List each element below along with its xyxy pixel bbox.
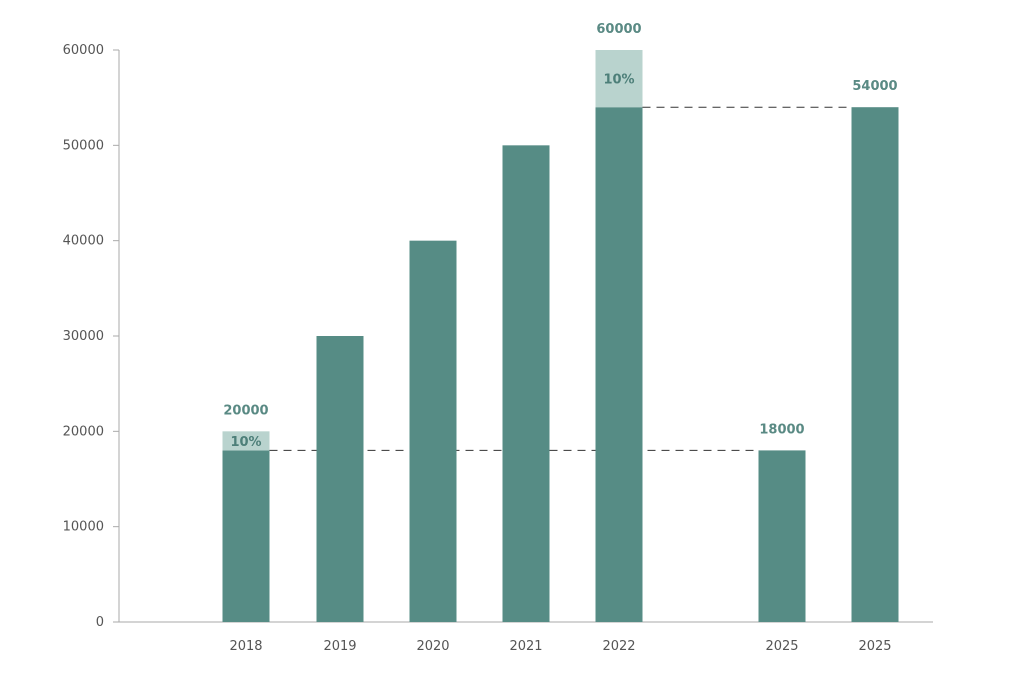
x-tick-label: 2018 bbox=[229, 639, 262, 654]
y-tick-label: 40000 bbox=[63, 234, 104, 249]
bar bbox=[851, 107, 899, 622]
y-tick-label: 30000 bbox=[63, 329, 104, 344]
bar-highlight-segment bbox=[595, 50, 643, 108]
bar bbox=[316, 336, 364, 622]
bar bbox=[758, 450, 806, 622]
bar-value-label: 18000 bbox=[759, 422, 804, 437]
bar bbox=[595, 107, 643, 622]
x-tick-label: 2022 bbox=[602, 639, 635, 654]
x-tick-label: 2020 bbox=[416, 639, 449, 654]
y-tick-label: 10000 bbox=[63, 520, 104, 535]
highlight-percent-label: 10% bbox=[230, 435, 261, 450]
bar-highlight-segment bbox=[222, 431, 270, 451]
highlight-percent-label: 10% bbox=[603, 73, 634, 88]
y-tick-label: 60000 bbox=[63, 43, 104, 58]
bar bbox=[502, 145, 550, 623]
y-tick-label: 0 bbox=[96, 615, 104, 630]
bar-value-label: 20000 bbox=[223, 403, 268, 418]
x-tick-label: 2021 bbox=[509, 639, 542, 654]
x-tick-label: 2025 bbox=[858, 639, 891, 654]
bar-value-label: 60000 bbox=[596, 22, 641, 37]
bar-value-label: 54000 bbox=[852, 79, 897, 94]
y-tick-label: 20000 bbox=[63, 424, 104, 439]
bar bbox=[222, 450, 270, 622]
bar bbox=[409, 240, 457, 622]
x-tick-label: 2025 bbox=[765, 639, 798, 654]
y-tick-label: 50000 bbox=[63, 138, 104, 153]
x-tick-label: 2019 bbox=[323, 639, 356, 654]
